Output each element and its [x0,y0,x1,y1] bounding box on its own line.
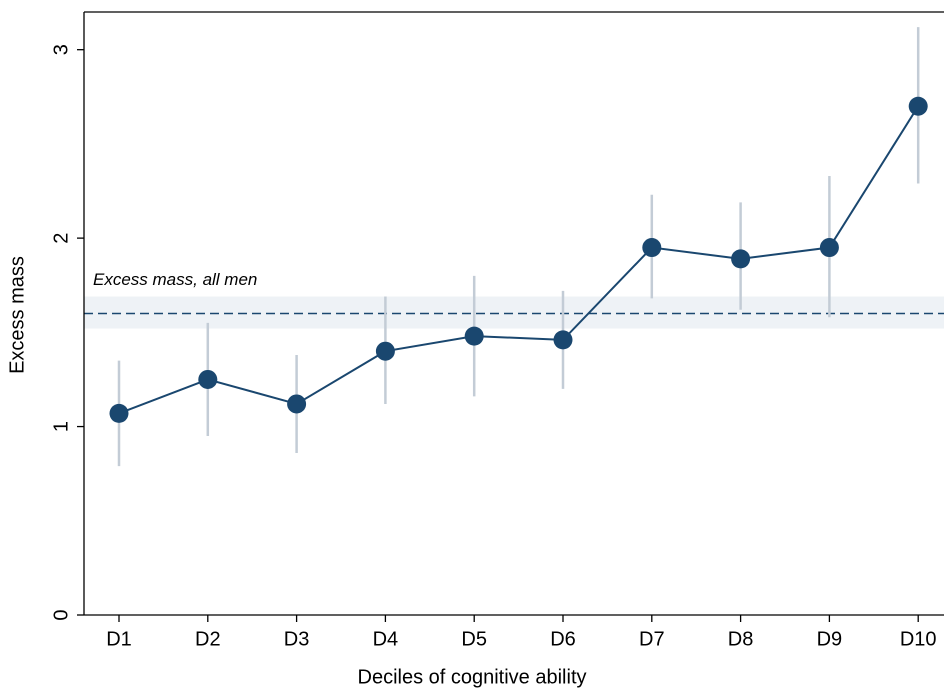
y-tick-label: 1 [50,421,72,432]
x-tick-label: D3 [284,628,310,650]
x-tick-label: D5 [461,628,487,650]
x-axis-label: Deciles of cognitive ability [358,666,587,688]
y-tick-label: 0 [50,609,72,620]
y-axis-label: Excess mass [6,256,28,374]
y-tick-label: 3 [50,44,72,55]
marker [642,238,662,258]
x-tick-label: D7 [639,628,665,650]
reference-band [84,296,944,329]
marker [553,330,573,350]
marker [819,238,839,258]
x-tick-label: D10 [900,628,937,650]
x-tick-label: D2 [195,628,221,650]
y-tick-label: 2 [50,233,72,244]
marker [908,96,928,116]
marker [287,394,307,414]
x-tick-label: D6 [550,628,576,650]
marker [198,369,218,389]
marker [464,326,484,346]
marker [731,249,751,269]
marker [375,341,395,361]
x-tick-label: D4 [373,628,399,650]
marker [109,403,129,423]
x-tick-label: D8 [728,628,754,650]
reference-label: Excess mass, all men [93,270,257,289]
series-line [118,105,920,415]
x-tick-label: D1 [106,628,132,650]
x-tick-label: D9 [817,628,843,650]
